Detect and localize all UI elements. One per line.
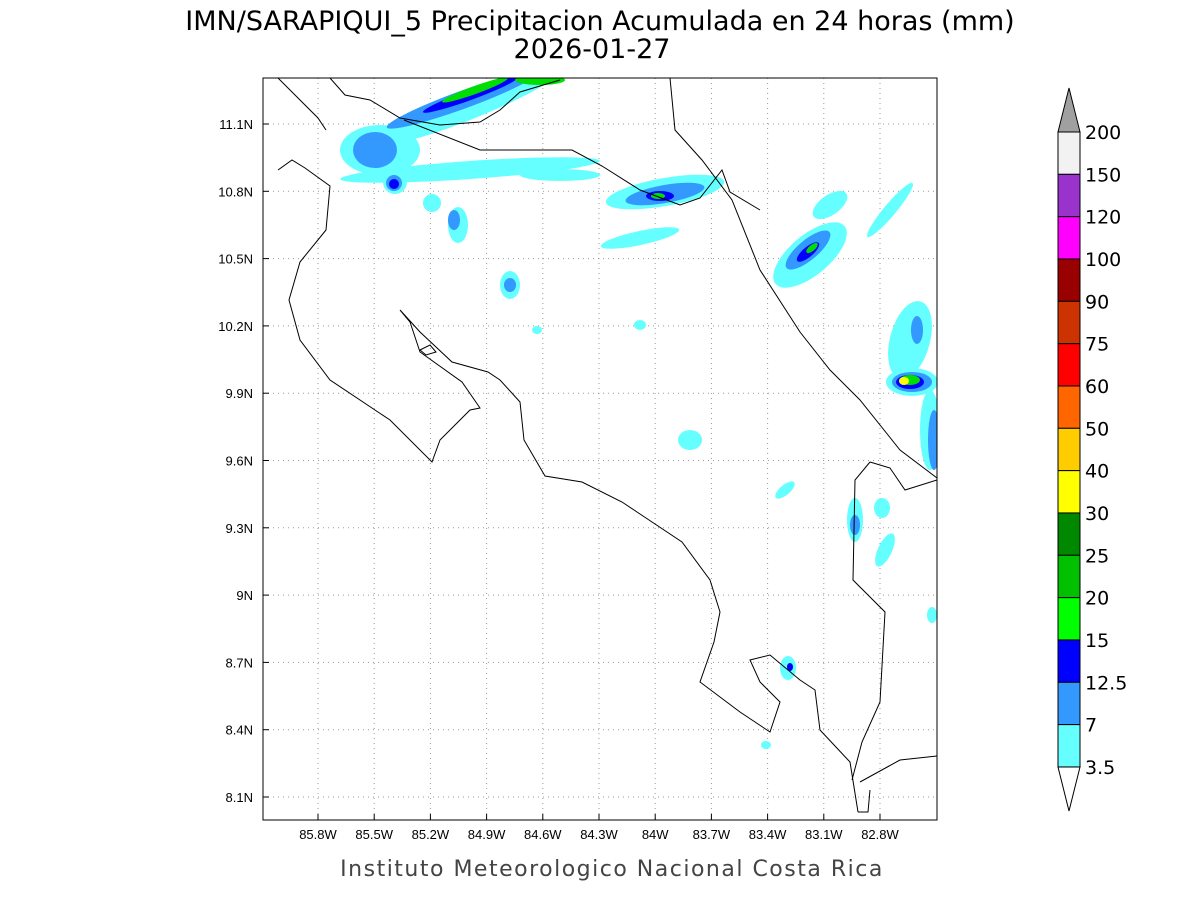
grid — [263, 78, 937, 820]
legend-label: 15 — [1085, 630, 1109, 652]
lat-label: 8.4N — [226, 723, 253, 738]
color-box — [1057, 427, 1081, 472]
precipitation — [340, 78, 937, 749]
lat-label: 9.3N — [226, 521, 253, 536]
lon-label: 85.5W — [355, 827, 393, 842]
legend-label: 7 — [1085, 715, 1097, 737]
color-box — [1057, 470, 1081, 514]
lat-label: 10.5N — [218, 252, 253, 267]
lat-label: 10.8N — [218, 184, 253, 199]
legend-label: 200 — [1085, 122, 1121, 144]
lon-label: 84.6W — [524, 827, 562, 842]
legend-label: 75 — [1085, 334, 1109, 356]
plot-frame — [262, 77, 938, 821]
color-box — [1057, 258, 1081, 302]
lat-label: 10.2N — [218, 319, 253, 334]
lat-label: 9.9N — [226, 386, 253, 401]
lon-label: 84.3W — [580, 827, 618, 842]
lat-label: 11.1N — [219, 117, 253, 132]
color-box — [1057, 681, 1081, 726]
color-box — [1057, 131, 1081, 175]
color-box — [1057, 554, 1081, 599]
lon-label: 84.9W — [468, 827, 506, 842]
color-box — [1057, 300, 1081, 345]
subtitle: 2026-01-27 — [514, 34, 671, 65]
color-box — [1057, 343, 1081, 387]
lat-label: 9N — [236, 588, 253, 603]
colorbar: 200 150 120 100 90 75 60 50 40 30 25 20 15 12.5 7 3.5 — [1057, 87, 1127, 812]
color-box — [1057, 385, 1081, 429]
legend-label: 120 — [1085, 207, 1121, 229]
lat-label: 8.7N — [226, 655, 253, 670]
color-box — [1057, 597, 1081, 641]
legend-label: 25 — [1085, 545, 1109, 567]
axes: 85.8W 85.5W 85.2W 84.9W 84.6W 84.3W 84W 83.7W 83… — [218, 117, 899, 842]
legend-label: 90 — [1085, 291, 1109, 313]
lat-label: 8.1N — [226, 790, 253, 805]
color-box — [1057, 639, 1081, 683]
legend-label: 40 — [1085, 461, 1109, 483]
lon-label: 84W — [642, 827, 669, 842]
under-triangle — [1057, 766, 1081, 812]
title: IMN/SARAPIQUI_5 Precipitacion Acumulada … — [185, 6, 1014, 37]
lon-label: 83.7W — [693, 827, 731, 842]
lon-label: 82.8W — [861, 827, 899, 842]
legend-label: 12.5 — [1085, 672, 1127, 694]
footer: Instituto Meteorologico Nacional Costa R… — [340, 857, 884, 882]
color-box — [1057, 512, 1081, 556]
color-box — [1057, 724, 1081, 768]
legend-label: 100 — [1085, 249, 1121, 271]
lon-label: 83.1W — [805, 827, 843, 842]
lon-label: 85.8W — [299, 827, 337, 842]
legend-label: 150 — [1085, 164, 1121, 186]
lon-label: 85.2W — [412, 827, 450, 842]
legend-label: 3.5 — [1085, 757, 1115, 779]
over-triangle — [1057, 87, 1081, 133]
legend-label: 60 — [1085, 376, 1109, 398]
lat-label: 9.6N — [226, 454, 253, 469]
color-box — [1057, 173, 1081, 218]
coastlines — [277, 78, 937, 813]
color-box — [1057, 216, 1081, 260]
legend-label: 30 — [1085, 503, 1109, 525]
legend-label: 50 — [1085, 418, 1109, 440]
legend-label: 20 — [1085, 588, 1109, 610]
lon-label: 83.4W — [749, 827, 787, 842]
